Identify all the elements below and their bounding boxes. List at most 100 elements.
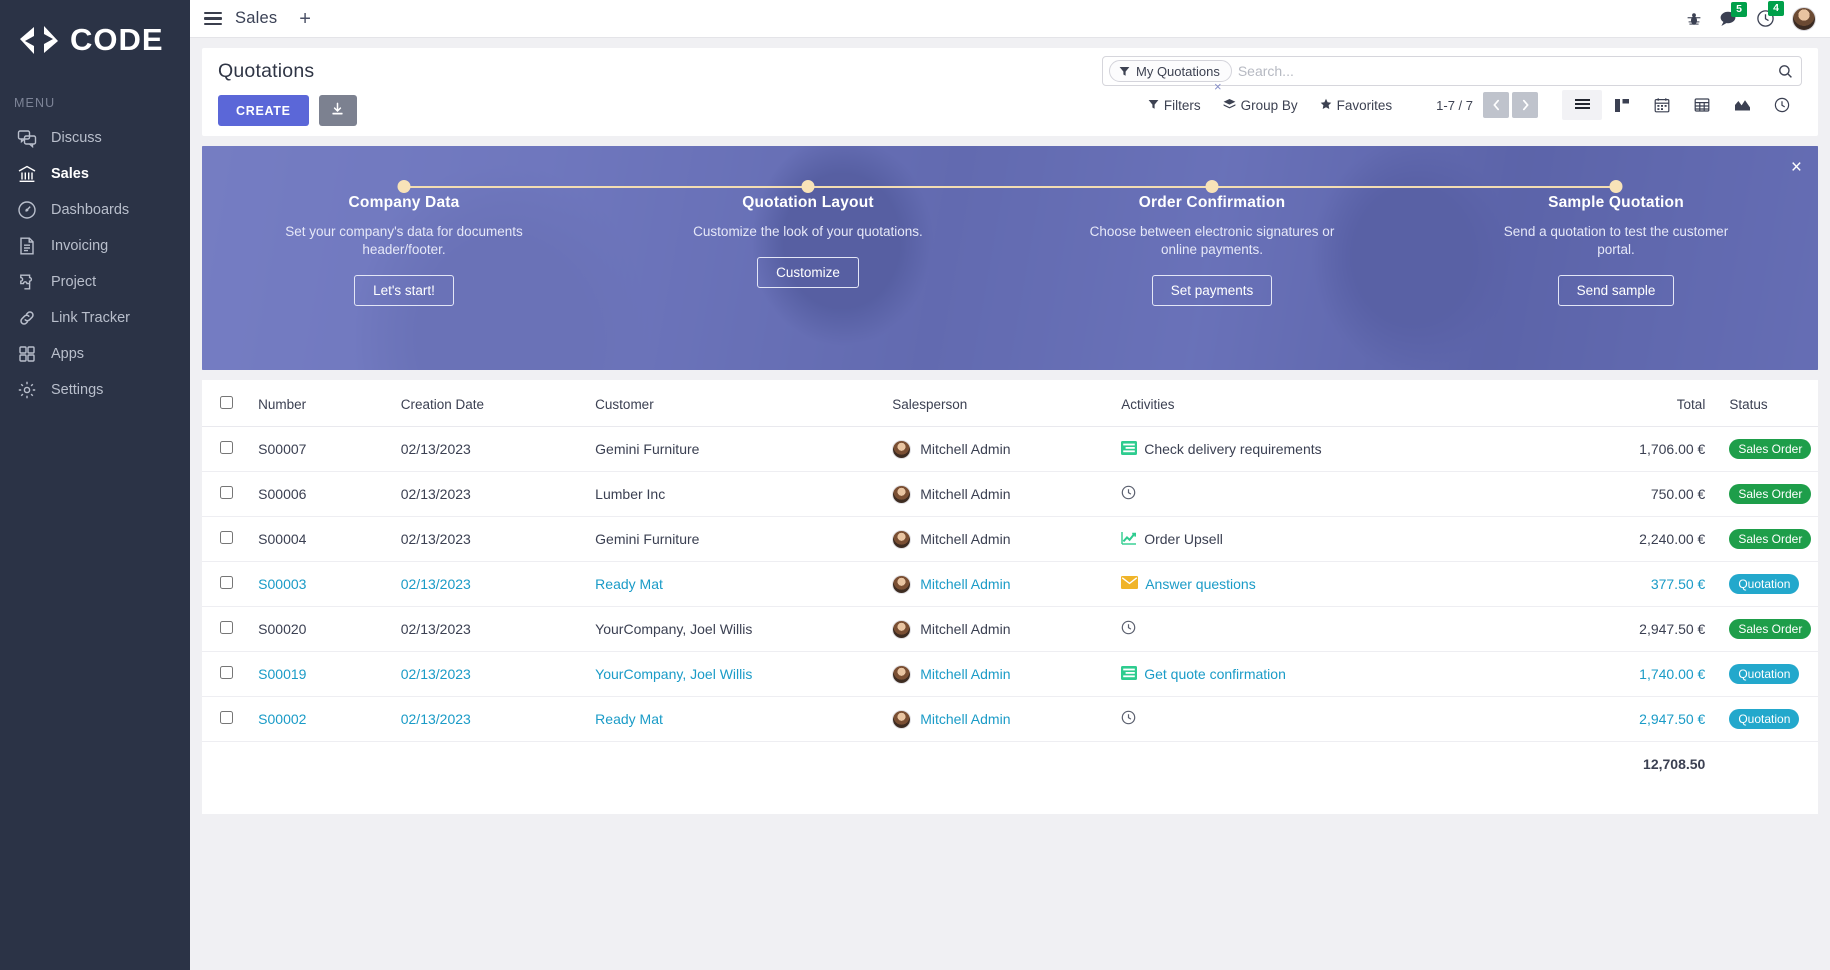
filters-label: Filters [1163,97,1201,113]
group-by-menu[interactable]: Group By [1223,98,1298,113]
sidebar-item-apps[interactable]: Apps [0,336,190,372]
column-header-customer[interactable]: Customer [595,380,893,427]
send-sample-button[interactable]: Send sample [1557,275,1675,306]
search-icon[interactable] [1778,64,1793,79]
clock-icon[interactable] [1121,710,1136,728]
cell-total: 1,706.00 € [1553,426,1716,472]
activity-view-icon[interactable] [1762,90,1802,120]
avatar [892,529,912,549]
search-facet-remove-icon[interactable]: × [1214,79,1222,94]
calendar-view-icon[interactable] [1642,90,1682,120]
cell-activities [1121,696,1554,742]
step-dot [1205,180,1219,193]
search-box[interactable]: My Quotations Search... [1102,56,1802,86]
table-row[interactable]: S00006 02/13/2023 Lumber Inc Mitchell Ad… [202,471,1818,517]
sidebar-item-invoicing[interactable]: Invoicing [0,228,190,264]
row-checkbox[interactable] [220,621,233,634]
messages-icon[interactable]: 5 [1719,2,1747,27]
pivot-view-icon[interactable] [1682,90,1722,120]
customize-button[interactable]: Customize [757,257,859,288]
activity-label: Get quote confirmation [1144,666,1286,682]
step-description: Customize the look of your quotations. [693,224,923,239]
bug-icon[interactable] [1686,11,1702,27]
footer-spacer [1121,742,1553,785]
view-switcher [1562,90,1802,120]
search-facet-my-quotations[interactable]: My Quotations [1109,60,1232,82]
row-checkbox[interactable] [220,576,233,589]
new-tab-button[interactable]: + [299,7,311,30]
cell-creation-date: 02/13/2023 [400,696,596,742]
table-row[interactable]: S00004 02/13/2023 Gemini Furniture Mitch… [202,516,1818,562]
salesperson-name: Mitchell Admin [920,441,1011,457]
set-payments-button[interactable]: Set payments [1151,275,1273,306]
create-button[interactable]: CREATE [218,95,309,126]
column-header-salesperson[interactable]: Salesperson [892,380,1122,427]
sidebar-item-dashboards[interactable]: Dashboards [0,192,190,228]
table-row[interactable]: S00019 02/13/2023 YourCompany, Joel Will… [202,651,1818,697]
sidebar-item-link-tracker[interactable]: Link Tracker [0,300,190,336]
row-checkbox[interactable] [220,666,233,679]
pager-count: 1-7 / 7 [1436,97,1473,113]
activities-clock-icon[interactable]: 4 [1756,1,1784,28]
close-icon[interactable]: × [1790,157,1802,178]
cell-customer: Gemini Furniture [595,426,893,472]
table-row[interactable]: S00002 02/13/2023 Ready Mat Mitchell Adm… [202,696,1818,742]
row-checkbox[interactable] [220,531,233,544]
filters-menu[interactable]: Filters [1148,98,1201,113]
table-row[interactable]: S00007 02/13/2023 Gemini Furniture Mitch… [202,426,1818,472]
chart-green-icon[interactable] [1121,531,1137,548]
cell-number: S00003 [258,561,401,607]
sidebar-item-sales[interactable]: Sales [0,156,190,192]
column-header-status[interactable]: Status [1715,380,1818,427]
sidebar-item-discuss[interactable]: Discuss [0,120,190,156]
user-avatar[interactable] [1792,6,1816,31]
favorites-menu[interactable]: Favorites [1320,98,1392,113]
row-select-cell [202,516,259,562]
table-row[interactable]: S00020 02/13/2023 YourCompany, Joel Will… [202,606,1818,652]
status-badge: Quotation [1729,574,1800,594]
import-button[interactable] [318,95,357,126]
cell-number: S00002 [258,696,401,742]
sidebar-item-project[interactable]: Project [0,264,190,300]
column-header-total[interactable]: Total [1553,380,1716,427]
menu-toggle-icon[interactable] [204,11,222,26]
clock-icon[interactable] [1121,620,1136,638]
layers-icon [1223,98,1236,113]
cell-number: S00019 [258,651,401,697]
footer-spacer [892,742,1121,785]
step-description: Choose between electronic signatures or … [1089,224,1335,257]
row-checkbox[interactable] [220,486,233,499]
row-checkbox[interactable] [220,711,233,724]
pager-next-button[interactable] [1512,92,1538,118]
row-checkbox[interactable] [220,441,233,454]
pager-previous-button[interactable] [1483,92,1509,118]
kanban-view-icon[interactable] [1602,90,1642,120]
step-description: Send a quotation to test the customer po… [1503,224,1729,257]
sidebar-item-settings[interactable]: Settings [0,372,190,408]
column-header-number[interactable]: Number [258,380,401,427]
list-view-icon[interactable] [1562,90,1602,120]
clock-icon[interactable] [1121,485,1136,503]
star-icon [1320,98,1332,113]
sidebar-label-dashboards: Dashboards [51,202,130,218]
cell-total: 2,947.50 € [1553,696,1716,742]
table-row[interactable]: S00003 02/13/2023 Ready Mat Mitchell Adm… [202,561,1818,607]
graph-view-icon[interactable] [1722,90,1762,120]
lets-start-button[interactable]: Let's start! [354,275,454,306]
list-green-icon[interactable] [1121,440,1138,458]
salesperson-name: Mitchell Admin [920,576,1011,592]
column-header-creation-date[interactable]: Creation Date [400,380,596,427]
column-header-activities[interactable]: Activities [1121,380,1554,427]
select-all-checkbox[interactable] [220,396,233,409]
search-input[interactable]: Search... [1237,63,1294,79]
invoice-icon [16,235,38,257]
salesperson-name: Mitchell Admin [920,531,1011,547]
brand-logo[interactable]: CODE [0,14,190,68]
table-body: S00007 02/13/2023 Gemini Furniture Mitch… [202,426,1818,785]
control-panel-toolbar: Filters Group By Favorites [1148,90,1802,120]
step-title: Quotation Layout [742,194,874,211]
list-green-icon[interactable] [1121,665,1138,683]
envelope-icon[interactable] [1121,576,1139,592]
avatar [892,709,912,729]
cell-salesperson: Mitchell Admin [892,651,1122,697]
